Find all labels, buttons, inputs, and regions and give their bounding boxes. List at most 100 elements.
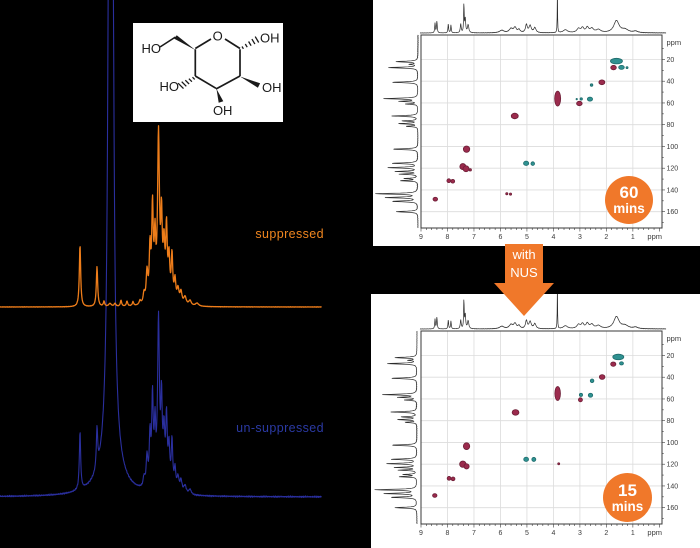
y-tick-label: 80 [667,418,675,425]
ring-bonds [159,36,241,90]
cross-peak [509,192,513,196]
y-axis-unit: ppm [667,334,682,343]
cross-peak [619,361,624,366]
h-projection [419,0,667,34]
cross-peak [523,160,530,166]
x-tick-label: 6 [498,530,502,537]
cross-peak [510,112,519,120]
x-tick-label: 2 [604,530,608,537]
badge-60-value: 60 [619,183,639,202]
cross-peak [598,374,606,380]
cross-peak [554,90,562,107]
y-tick-label: 120 [667,166,679,173]
x-tick-label: 8 [446,530,450,537]
cross-peak [463,463,470,470]
badge-15-unit: mins [611,498,644,514]
nus-arrow-label: with NUS [505,244,543,283]
y-tick-label: 40 [667,375,675,382]
y-tick-label: 20 [667,353,675,360]
nus-arrow-line1: with [512,247,536,262]
cross-peak [446,476,452,481]
cross-peak [610,65,617,71]
cross-peak [468,168,472,172]
x-tick-label: 2 [604,234,608,241]
y-tick-label: 100 [667,440,679,447]
atom-label-c1-oh: OH [260,31,280,46]
x-tick-label: 8 [446,234,450,241]
x-tick-label: 4 [551,530,555,537]
cross-peak [511,409,520,416]
atom-label-c2-oh: OH [262,80,282,95]
badge-60-unit: mins [613,201,645,216]
y-tick-label: 20 [667,57,675,64]
molecule-inset: HO O OH OH OH HO [133,23,283,122]
hash-bonds [177,36,260,90]
y-tick-label: 100 [667,144,679,151]
x-tick-label: 1 [631,234,635,241]
cross-peak [575,98,578,101]
x-tick-label: 5 [525,234,529,241]
x-tick-label: 6 [498,234,502,241]
trace-suppressed [0,125,322,308]
y-tick-label: 120 [667,462,679,469]
y-tick-label: 140 [667,483,679,490]
cross-peak [610,361,617,367]
cross-peak [446,178,452,184]
atom-label-ring-o: O [213,29,223,44]
cross-peak [462,442,471,450]
cross-peak [462,145,471,153]
x-tick-label: 4 [551,234,555,241]
cross-peak [598,79,606,86]
cross-peak [432,493,438,498]
suppressed-label: suppressed [255,227,324,241]
time-badge-60min: 60 mins [605,176,653,224]
cross-peak [576,100,583,107]
y-tick-label: 40 [667,79,675,86]
nus-arrow-line2: NUS [510,265,538,280]
x-tick-label: 3 [578,234,582,241]
x-tick-label: 9 [419,530,423,537]
cross-peak [578,392,583,397]
badge-15-value: 15 [618,480,637,500]
atom-label-c6-ho: HO [142,41,162,56]
y-tick-label: 160 [667,209,679,216]
cross-peak [432,196,439,202]
cross-peak [579,97,583,101]
h-projection [419,294,667,330]
cross-peak [554,386,561,401]
y-tick-label: 60 [667,100,675,107]
cross-peak [523,456,529,462]
cross-peak [612,353,625,361]
cross-peak [505,192,509,196]
cross-peak [589,83,594,87]
cross-peak [586,96,593,102]
nus-arrow: with NUS [494,244,554,316]
cross-peak [625,66,629,70]
atom-label-c3-oh: OH [213,103,233,118]
x-axis-unit: ppm [647,232,662,241]
x-tick-label: 5 [525,530,529,537]
x-axis-unit: ppm [647,528,662,537]
molecule-structure: HO O OH OH OH HO [142,29,282,119]
cross-peak [587,392,594,398]
hsqc-plot-15min: 9 8 7 6 5 4 3 2 1 ppm 20 40 60 80 100 120 140 160 ppm [374,294,682,537]
wedge-bonds [174,35,261,103]
x-tick-label: 3 [578,530,582,537]
cross-peak [530,161,535,166]
cross-peak [450,178,456,184]
hsqc-panel-15min: 9 8 7 6 5 4 3 2 1 ppm 20 40 60 80 100 120 140 160 ppm [371,294,700,548]
y-tick-label: 60 [667,396,675,403]
cross-peak [618,65,625,70]
cross-peak [578,397,583,403]
y-tick-label: 140 [667,187,679,194]
c-projection [375,34,419,229]
y-axis-unit: ppm [667,38,682,47]
x-tick-label: 9 [419,234,423,241]
cross-peak [462,165,470,173]
unsuppressed-label: un-suppressed [236,421,324,435]
y-tick-label: 160 [667,505,679,512]
1d-spectra-plot [0,0,322,499]
atom-label-c4-ho: HO [160,79,180,94]
y-tick-label: 80 [667,122,675,129]
